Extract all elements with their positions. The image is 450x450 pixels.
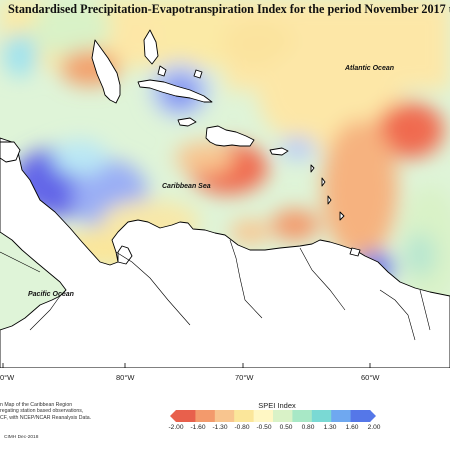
bahamas-south — [193, 69, 203, 79]
map-credit: CIMH Dec-2018 — [4, 435, 39, 440]
legend-color-cell — [176, 410, 196, 422]
legend-tick-label: -0.80 — [234, 424, 250, 431]
florida-peninsula — [91, 39, 121, 104]
legend-tick-label: 1.30 — [323, 424, 337, 431]
longitude-label-0: 0°W — [0, 373, 15, 382]
hispaniola — [205, 125, 255, 147]
bahamas-north — [143, 29, 159, 65]
legend-tick-label: 0.80 — [301, 424, 315, 431]
longitude-label-80w: 80°W — [116, 373, 135, 382]
yucatan-tip — [0, 141, 21, 163]
legend-color-cell — [292, 410, 313, 422]
pacific-ocean-label: Pacific Ocean — [28, 291, 74, 298]
legend-color-cells — [176, 410, 371, 422]
map-title: Standardised Precipitation-Evapotranspir… — [8, 2, 450, 16]
longitude-label-70w: 70°W — [235, 373, 254, 382]
spei-legend-bar — [170, 410, 376, 422]
legend-color-cell — [195, 410, 216, 422]
spei-map: Atlantic Ocean Caribbean Sea Pacific Oce… — [0, 0, 450, 369]
legend-tick-label: -1.30 — [212, 424, 228, 431]
legend-tick-label: -1.60 — [190, 424, 206, 431]
bahamas-central — [157, 65, 167, 77]
legend-color-cell — [234, 410, 254, 422]
legend-right-arrow — [370, 410, 376, 422]
lesser-antilles-1 — [310, 164, 315, 173]
map-caption: n Map of the Caribbean Region regating s… — [0, 402, 92, 421]
map-svg: Atlantic Ocean Caribbean Sea Pacific Oce… — [0, 0, 450, 369]
land-masses — [0, 29, 450, 369]
cuba — [137, 79, 213, 103]
legend-title: SPEI Index — [258, 401, 296, 410]
legend-tick-label: -0.50 — [256, 424, 272, 431]
legend-tick-label: 2.00 — [367, 424, 381, 431]
legend-tick-label: 1.60 — [345, 424, 359, 431]
legend-color-cell — [331, 410, 351, 422]
legend-color-cell — [253, 410, 274, 422]
lesser-antilles-4 — [339, 211, 345, 221]
lesser-antilles-2 — [321, 177, 326, 187]
legend-color-cell — [311, 410, 332, 422]
lesser-antilles-3 — [327, 195, 332, 205]
legend-tick-labels: -2.00 -1.60 -1.30 -0.80 -0.50 0.50 0.80 1.30 1.6… — [168, 424, 380, 434]
longitude-label-60w: 60°W — [361, 373, 380, 382]
legend-tick-label: -2.00 — [168, 424, 184, 431]
trinidad — [349, 247, 361, 257]
legend-color-cell — [350, 410, 371, 422]
puerto-rico — [269, 147, 289, 156]
caribbean-sea-label: Caribbean Sea — [162, 183, 211, 190]
legend-left-arrow — [170, 410, 176, 422]
jamaica — [177, 117, 197, 127]
atlantic-ocean-label: Atlantic Ocean — [344, 65, 394, 72]
legend-color-cell — [214, 410, 235, 422]
legend-color-cell — [273, 410, 293, 422]
legend-tick-label: 0.50 — [279, 424, 293, 431]
central-and-south-america — [0, 137, 450, 369]
country-borders — [0, 239, 431, 341]
